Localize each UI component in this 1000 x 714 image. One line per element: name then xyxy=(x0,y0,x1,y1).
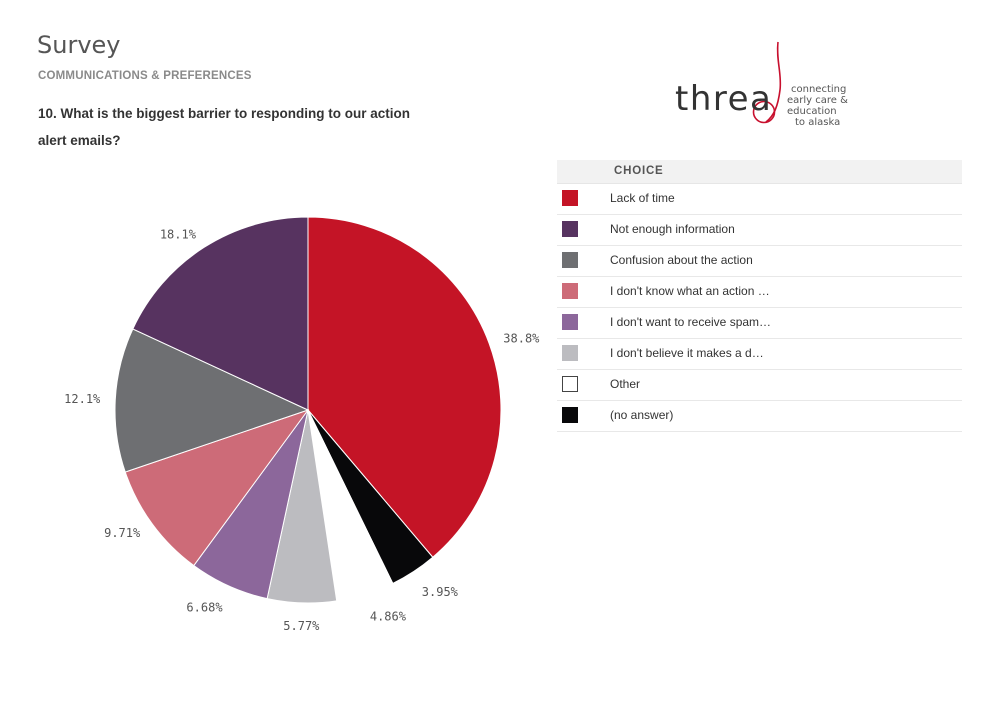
legend-table: CHOICE Lack of time Not enough informatio… xyxy=(557,160,962,432)
legend-label: I don't know what an action … xyxy=(610,284,770,298)
pie-slice-label: 4.86% xyxy=(370,610,407,624)
pie-slice-label: 12.1% xyxy=(64,392,101,406)
pie-slice-label: 38.8% xyxy=(503,331,540,345)
pie-slice[interactable] xyxy=(124,409,310,567)
legend-row[interactable]: (no answer) xyxy=(557,401,962,432)
page-title: Survey xyxy=(37,31,121,59)
legend-label: Lack of time xyxy=(610,191,675,205)
section-label: COMMUNICATIONS & PREFERENCES xyxy=(38,70,252,82)
legend-row[interactable]: Other xyxy=(557,370,962,401)
legend-label: Not enough information xyxy=(610,222,735,236)
logo-tagline-line: early care & education xyxy=(787,95,848,117)
question-text: 10. What is the biggest barrier to respo… xyxy=(38,106,411,148)
legend-row[interactable]: Lack of time xyxy=(557,184,962,215)
legend-header-label: CHOICE xyxy=(614,165,664,177)
legend-swatch xyxy=(562,407,578,423)
logo-word: threa xyxy=(675,79,773,119)
legend-label: (no answer) xyxy=(610,408,674,422)
legend-row[interactable]: I don't want to receive spam… xyxy=(557,308,962,339)
legend-swatch xyxy=(562,252,578,268)
pie-slice[interactable] xyxy=(307,216,502,558)
logo-tagline-line: connecting xyxy=(791,84,847,95)
legend-swatch xyxy=(562,283,578,299)
legend-row[interactable]: Not enough information xyxy=(557,215,962,246)
pie-slice[interactable] xyxy=(114,328,310,473)
legend-label: I don't believe it makes a d… xyxy=(610,346,764,360)
legend-swatch xyxy=(562,314,578,330)
legend-row[interactable]: Confusion about the action xyxy=(557,246,962,277)
logo-tagline-line: to alaska xyxy=(795,117,841,128)
legend-swatch xyxy=(562,376,578,392)
legend-rows: Lack of time Not enough information Confus… xyxy=(557,184,962,432)
pie-slice-label: 6.68% xyxy=(186,601,223,615)
pie-slice[interactable] xyxy=(132,216,309,411)
pie-slice-label: 3.95% xyxy=(422,585,459,599)
pie-chart: 38.8% 3.95% 4.86% 5.77% 6.68% 9.71% 12.1% 18.1% xyxy=(64,216,540,633)
legend-row[interactable]: I don't believe it makes a d… xyxy=(557,339,962,370)
legend-label: Other xyxy=(610,377,641,391)
legend-label: I don't want to receive spam… xyxy=(610,315,772,329)
pie-slice-label: 18.1% xyxy=(160,228,197,242)
legend-swatch xyxy=(562,190,578,206)
thread-logo: threa connecting early care & education … xyxy=(668,38,878,133)
logo-tagline: connecting early care & education to ala… xyxy=(787,84,878,128)
pie-slice-label: 5.77% xyxy=(283,619,320,633)
legend-swatch xyxy=(562,221,578,237)
legend-swatch xyxy=(562,345,578,361)
legend-header: CHOICE xyxy=(557,160,962,184)
pie-slice-label: 9.71% xyxy=(104,526,141,540)
logo-d-mark-icon xyxy=(752,41,782,124)
legend-label: Confusion about the action xyxy=(610,253,753,267)
legend-row[interactable]: I don't know what an action … xyxy=(557,277,962,308)
